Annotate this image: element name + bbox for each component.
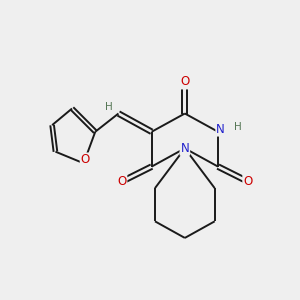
Text: H: H [105, 102, 112, 112]
Text: O: O [243, 175, 253, 188]
Text: N: N [181, 142, 189, 155]
Text: O: O [180, 76, 190, 88]
Text: H: H [234, 122, 242, 132]
Text: O: O [117, 175, 126, 188]
Text: O: O [81, 154, 90, 166]
Text: N: N [216, 123, 225, 136]
